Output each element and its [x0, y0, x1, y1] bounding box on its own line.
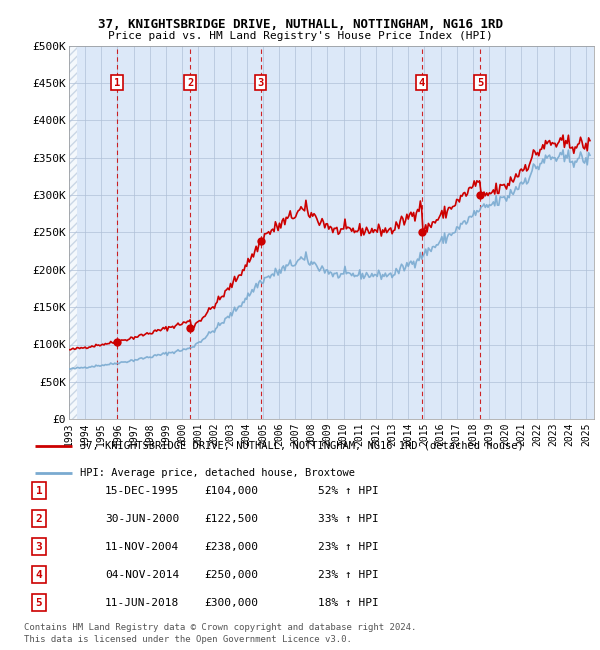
Text: 3: 3	[257, 78, 264, 88]
Text: £104,000: £104,000	[204, 486, 258, 496]
Text: 4: 4	[419, 78, 425, 88]
Text: £250,000: £250,000	[204, 569, 258, 580]
Text: 5: 5	[35, 597, 43, 608]
Text: £300,000: £300,000	[204, 597, 258, 608]
Text: 4: 4	[35, 569, 43, 580]
Text: £238,000: £238,000	[204, 541, 258, 552]
Text: 2: 2	[35, 514, 43, 524]
Text: 1: 1	[113, 78, 120, 88]
Text: 18% ↑ HPI: 18% ↑ HPI	[318, 597, 379, 608]
Text: 2: 2	[187, 78, 193, 88]
Text: 5: 5	[477, 78, 483, 88]
Text: 23% ↑ HPI: 23% ↑ HPI	[318, 569, 379, 580]
Text: £122,500: £122,500	[204, 514, 258, 524]
Text: Contains HM Land Registry data © Crown copyright and database right 2024.: Contains HM Land Registry data © Crown c…	[24, 623, 416, 632]
Text: 11-JUN-2018: 11-JUN-2018	[105, 597, 179, 608]
Text: HPI: Average price, detached house, Broxtowe: HPI: Average price, detached house, Brox…	[80, 467, 355, 478]
Text: 30-JUN-2000: 30-JUN-2000	[105, 514, 179, 524]
Text: 33% ↑ HPI: 33% ↑ HPI	[318, 514, 379, 524]
Text: 52% ↑ HPI: 52% ↑ HPI	[318, 486, 379, 496]
Text: 11-NOV-2004: 11-NOV-2004	[105, 541, 179, 552]
Text: 15-DEC-1995: 15-DEC-1995	[105, 486, 179, 496]
Text: This data is licensed under the Open Government Licence v3.0.: This data is licensed under the Open Gov…	[24, 634, 352, 644]
Text: 3: 3	[35, 541, 43, 552]
Text: 37, KNIGHTSBRIDGE DRIVE, NUTHALL, NOTTINGHAM, NG16 1RD (detached house): 37, KNIGHTSBRIDGE DRIVE, NUTHALL, NOTTIN…	[80, 441, 524, 451]
Text: 37, KNIGHTSBRIDGE DRIVE, NUTHALL, NOTTINGHAM, NG16 1RD: 37, KNIGHTSBRIDGE DRIVE, NUTHALL, NOTTIN…	[97, 18, 503, 31]
Text: Price paid vs. HM Land Registry's House Price Index (HPI): Price paid vs. HM Land Registry's House …	[107, 31, 493, 41]
Text: 1: 1	[35, 486, 43, 496]
Text: 04-NOV-2014: 04-NOV-2014	[105, 569, 179, 580]
Text: 23% ↑ HPI: 23% ↑ HPI	[318, 541, 379, 552]
